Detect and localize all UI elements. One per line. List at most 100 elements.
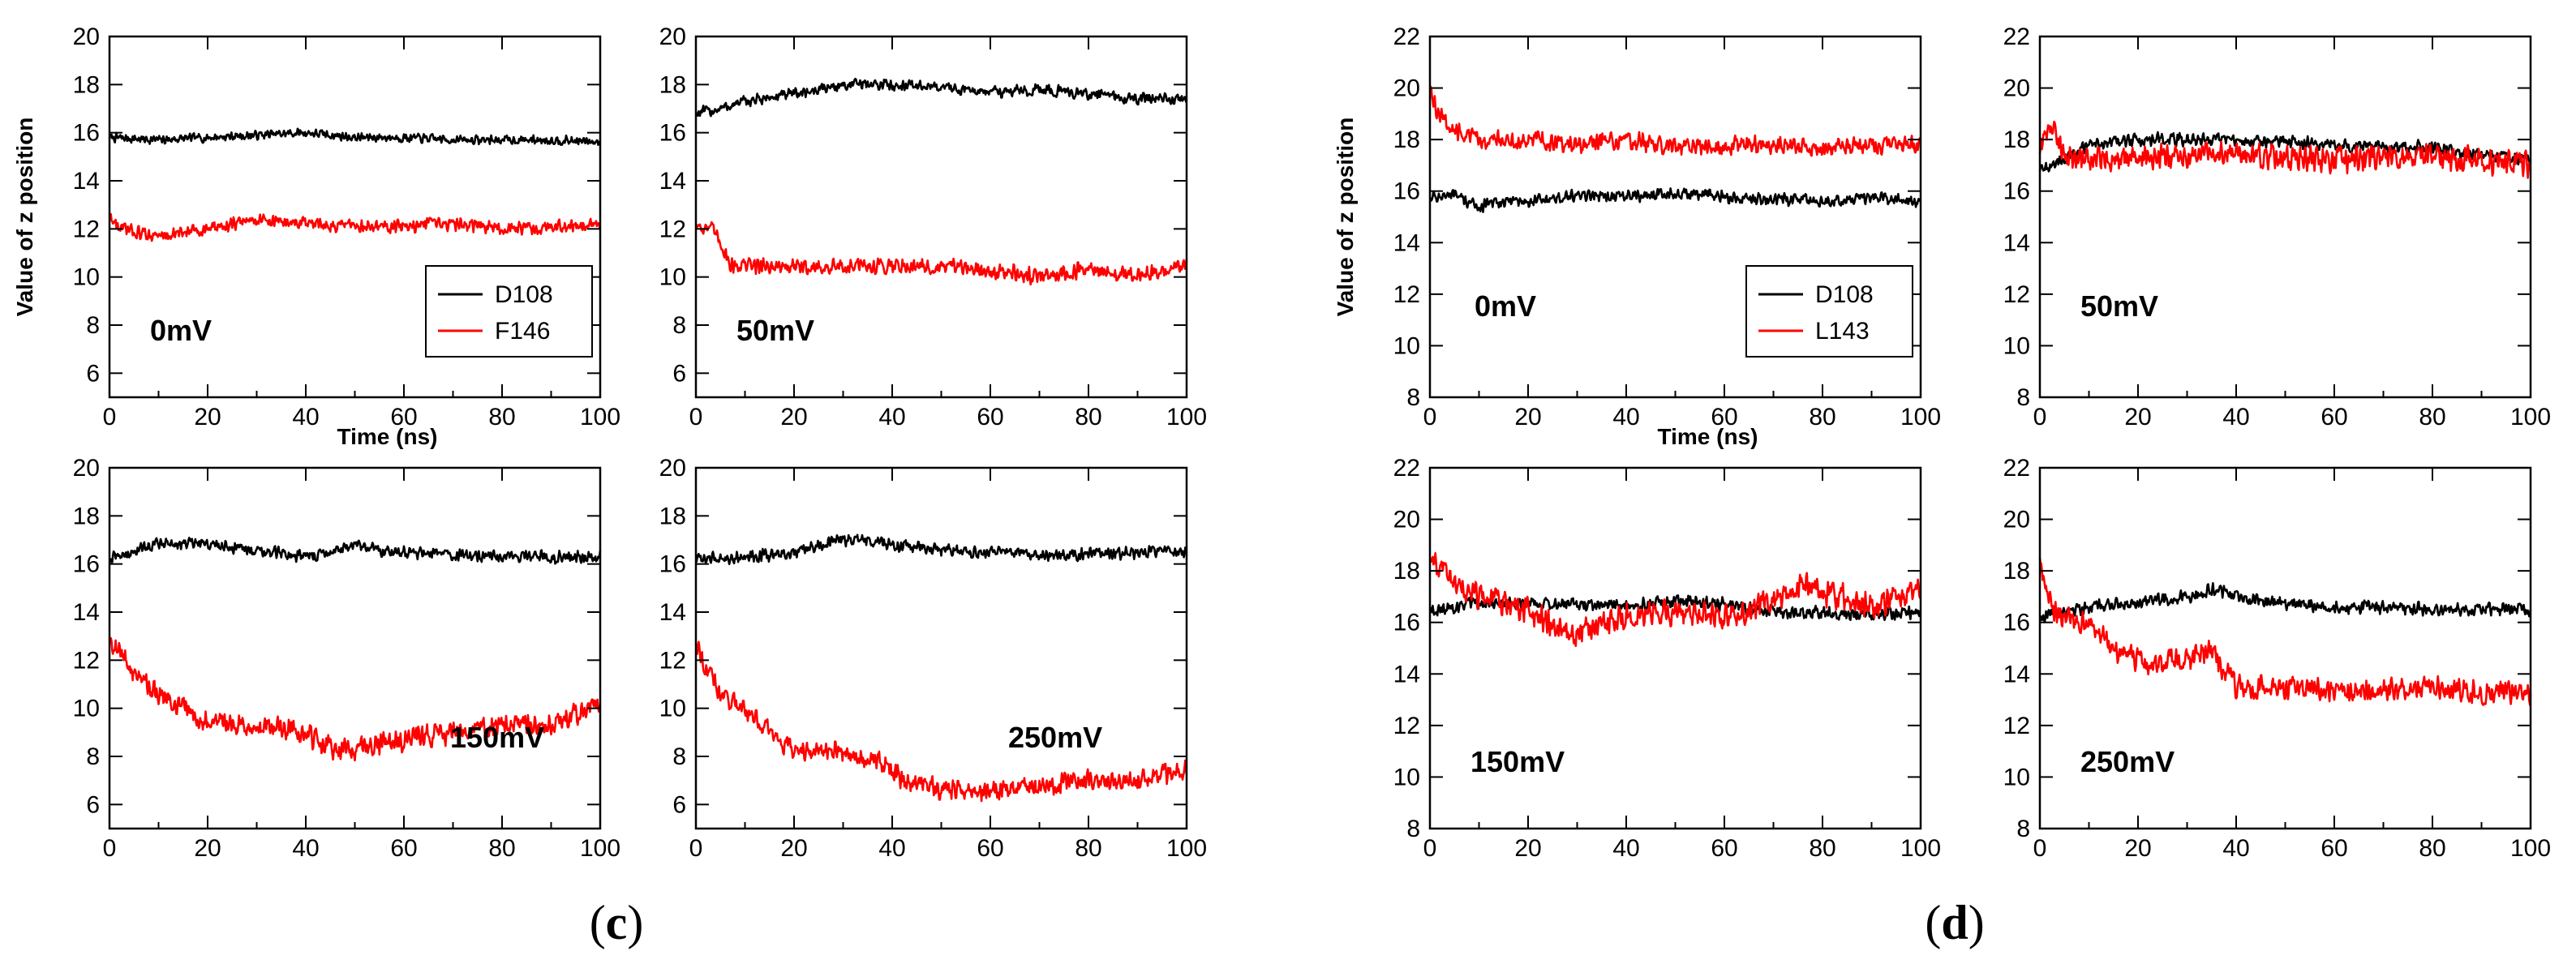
y-tick-label: 18 [73,503,100,529]
y-tick-label: 12 [73,647,100,674]
y-tick-label: 16 [2003,178,2030,205]
y-tick-label: 6 [86,360,100,387]
x-tick-label: 20 [194,835,221,862]
legend-label-f146: F146 [495,318,550,345]
y-tick-label: 6 [672,360,686,387]
voltage-label: 250mV [1008,721,1102,754]
y-tick-label: 18 [659,71,686,98]
y-tick-label: 8 [672,743,686,770]
y-tick-label: 18 [1393,558,1420,585]
y-axis-label: Value of z position [12,118,37,317]
series-line-d108 [2038,131,2532,173]
y-tick-label: 20 [659,455,686,482]
legend-label-d108: D108 [495,281,553,308]
y-tick-label: 14 [659,599,686,626]
y-tick-label: 18 [2003,126,2030,153]
x-tick-label: 100 [2510,835,2551,862]
x-tick-label: 0 [2033,835,2047,862]
chart-d-250mV: 0 20 40 60 80 100 8 10 12 14 16 18 20 22 250mV [2003,455,2551,862]
voltage-label: 50mV [2080,289,2158,323]
series-line-f146 [694,640,1188,803]
plot-area [694,533,1188,803]
x-tick-label: 60 [977,404,1003,430]
y-tick-label: 14 [73,168,100,195]
series-line-l143 [2038,120,2532,179]
y-tick-label: 8 [2016,384,2030,411]
panel-label-c: (c) [590,896,644,949]
x-axis-label: Time (ns) [337,424,438,449]
x-tick-label: 60 [2321,404,2347,430]
series-line-l143 [1428,85,1921,157]
chart-d-150mV: 0 20 40 60 80 100 8 10 12 14 16 18 20 22 150mV [1393,455,1941,862]
x-tick-label: 100 [1900,835,1941,862]
x-tick-label: 20 [780,835,807,862]
y-tick-label: 18 [73,71,100,98]
series-line-d108 [694,77,1188,118]
voltage-label: 0mV [1475,289,1536,323]
x-tick-label: 0 [689,404,703,430]
y-tick-label: 16 [2003,610,2030,636]
y-tick-label: 12 [2003,281,2030,308]
x-tick-label: 60 [390,404,417,430]
y-tick-label: 10 [2003,764,2030,790]
x-tick-label: 80 [1075,835,1101,862]
x-tick-label: 60 [1711,835,1737,862]
x-tick-label: 40 [878,404,905,430]
chart-c-150mV: 0 20 40 60 80 100 6 8 10 12 14 16 18 20 150mV [73,455,620,862]
y-tick-label: 8 [86,312,100,339]
y-tick-label: 20 [2003,75,2030,102]
x-tick-label: 100 [580,404,620,430]
x-tick-label: 60 [2321,835,2347,862]
y-tick-label: 8 [672,312,686,339]
chart-c-250mV: 0 20 40 60 80 100 6 8 10 12 14 16 18 20 250mV [659,455,1207,862]
series-line-f146 [108,212,601,242]
legend: D108 L143 [1745,265,1913,358]
x-tick-label: 80 [488,835,515,862]
chart-c-0mV: 0 20 40 60 80 100 6 8 10 12 14 16 18 20 0mV Time (ns) Va… [12,24,620,449]
y-tick-label: 10 [73,696,100,722]
chart-d-0mV: 0 20 40 60 80 100 8 10 12 14 16 18 20 22 0mV Time (ns) V… [1333,24,1941,449]
x-tick-label: 80 [2419,404,2445,430]
y-tick-label: 14 [1393,229,1420,256]
y-tick-label: 14 [1393,661,1420,687]
x-tick-label: 60 [977,835,1003,862]
series-line-f146 [695,221,1188,286]
x-tick-label: 60 [1711,404,1737,430]
y-tick-label: 6 [86,791,100,818]
x-tick-label: 40 [2222,835,2249,862]
x-tick-label: 40 [1612,835,1639,862]
x-tick-label: 100 [1166,835,1207,862]
y-tick-label: 10 [73,264,100,291]
x-tick-label: 0 [1423,835,1437,862]
y-tick-label: 18 [2003,558,2030,585]
x-tick-label: 40 [1612,404,1639,430]
voltage-label: 250mV [2080,745,2175,778]
y-tick-label: 12 [73,216,100,242]
y-tick-label: 22 [1393,455,1420,482]
y-tick-label: 20 [1393,75,1420,102]
x-tick-label: 20 [194,404,221,430]
x-tick-label: 80 [1809,835,1835,862]
y-tick-label: 8 [86,743,100,770]
y-tick-label: 16 [659,551,686,578]
y-tick-label: 20 [73,455,100,482]
y-tick-label: 22 [2003,455,2030,482]
y-tick-label: 22 [2003,24,2030,50]
chart-d-50mV: 0 20 40 60 80 100 8 10 12 14 16 18 20 22 50mV [2003,24,2551,430]
x-tick-label: 0 [103,835,117,862]
y-tick-label: 8 [1406,816,1420,842]
x-tick-label: 100 [2510,404,2551,430]
legend-box [1745,265,1913,358]
x-tick-label: 40 [878,835,905,862]
series-line-d108 [1428,187,1922,213]
y-tick-label: 20 [659,24,686,50]
y-tick-label: 18 [1393,126,1420,153]
plot-area [108,127,602,242]
plot-area [694,77,1188,286]
y-tick-label: 8 [1406,384,1420,411]
plot-frame [2038,35,2532,399]
x-tick-label: 80 [1809,404,1835,430]
y-tick-label: 14 [659,168,686,195]
